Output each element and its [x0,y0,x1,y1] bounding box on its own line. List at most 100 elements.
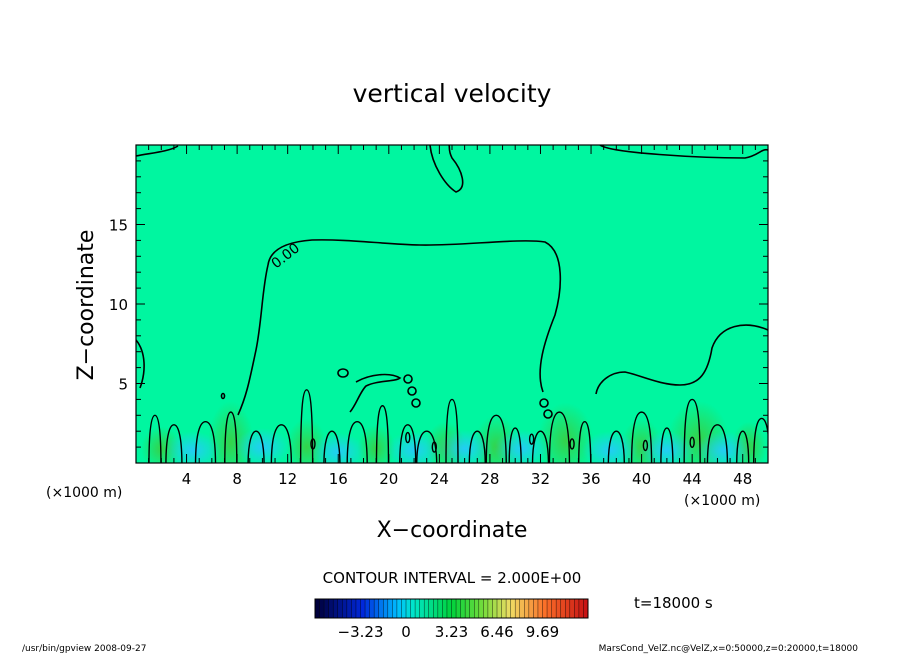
surface-cell [508,427,522,463]
colorbar-segment [401,599,407,618]
contour-zero-left [237,264,269,416]
x-tick-label: 4 [182,470,192,488]
colorbar-segment [519,599,525,618]
surface-cell [299,389,314,463]
x-tick-label: 24 [430,470,449,488]
colorbar-segment [551,599,557,618]
x-axis-label: X−coordinate [377,518,528,543]
surface-cell [548,411,571,463]
contour-top-left [136,145,179,157]
contour-blob-6 [543,409,553,419]
colorbar [314,599,589,618]
x-tick-label: 48 [733,470,752,488]
footer-left: /usr/bin/gpview 2008-09-27 [22,644,146,654]
contour-top-right [599,145,768,159]
colorbar-segment [465,599,470,618]
surface-dot [431,441,438,453]
colorbar-segment [533,599,539,618]
x-tick-label: 16 [329,470,348,488]
colorbar-segment [406,599,411,618]
colorbar-segment [446,599,452,618]
colorbar-segment [346,599,352,618]
colorbar-segment [451,599,457,618]
contour-blob-7 [220,392,226,400]
colorbar-segment [569,599,575,618]
downdraft-patch [639,431,695,463]
surface-cell [753,417,768,463]
surface-cell [416,430,438,463]
contour-lines [136,145,768,419]
footer-right: MarsCond_VelZ.nc@VelZ,x=0:50000,z=0:2000… [599,644,859,654]
colorbar-segment [365,599,370,618]
colorbar-segment [351,599,357,618]
colorbar-tick-label: 0 [401,623,411,641]
colorbar-segment [565,599,571,618]
y-tick-label: 10 [109,296,128,314]
contour-blob-5 [539,398,549,408]
colorbar-segment [324,599,329,618]
colorbar-segment [547,599,552,618]
colorbar-segment [383,599,389,618]
x-tick-label: 44 [683,470,702,488]
contour-interval: CONTOUR INTERVAL = 2.000E+00 [323,569,582,587]
contour-blob-1 [337,368,349,378]
surface-dot [642,439,649,452]
surface-cell [706,424,729,463]
colorbar-segment [396,599,402,618]
colorbar-segment [583,599,589,618]
colorbar-segment [333,599,339,618]
surface-dot [528,433,535,445]
surface-cell [270,424,293,463]
colorbar-segment [360,599,366,618]
x-tick-label: 8 [232,470,242,488]
surface-dot [569,438,575,450]
colorbar-segment [528,599,534,618]
colorbar-segment [574,599,580,618]
colorbar-segment [387,599,393,618]
colorbar-segment [437,599,443,618]
contour-top-mid [429,145,464,193]
colorbar-tick-label: 3.23 [435,623,468,641]
downdraft-patch [436,429,493,463]
colorbar-segment [469,599,475,618]
surface-cell [630,411,653,463]
colorbar-tick-label: −3.23 [338,623,384,641]
colorbar-segment [524,599,530,618]
surface-cell [323,430,341,463]
contour-blob-3 [407,386,417,396]
chart-title: vertical velocity [353,79,552,108]
x-unit-right: (×1000 m) [684,493,760,509]
colorbar-segment [392,599,398,618]
x-tick-label: 36 [581,470,600,488]
surface-cell [247,430,265,463]
downdraft-patch [165,431,221,463]
colorbar-segment [556,599,561,618]
contour-blob-2 [403,374,413,384]
surface-cell [531,430,550,463]
surface-cell [683,398,701,463]
colorbar-segment [315,599,320,618]
colorbar-segment [492,599,498,618]
time-label: t=18000 s [634,594,713,612]
y-tick-label: 5 [118,376,128,394]
downdraft-patch [310,432,367,463]
colorbar-segment [501,599,507,618]
contour-mid-cell [349,373,402,413]
colorbar-segment [374,599,379,618]
surface-dot [689,436,695,449]
colorbar-frame [314,598,589,619]
colorbar-segment [506,599,511,618]
x-tick-label: 32 [531,470,550,488]
colorbar-segment [483,599,489,618]
colorbar-segment [510,599,516,618]
colorbar-segment [369,599,375,618]
surface-cell [660,427,674,463]
colorbar-segment [474,599,480,618]
surface-cell [165,424,183,463]
colorbar-segment [487,599,493,618]
colorbar-segment [378,599,384,618]
surface-cell [346,420,368,463]
contour-right [595,324,768,395]
